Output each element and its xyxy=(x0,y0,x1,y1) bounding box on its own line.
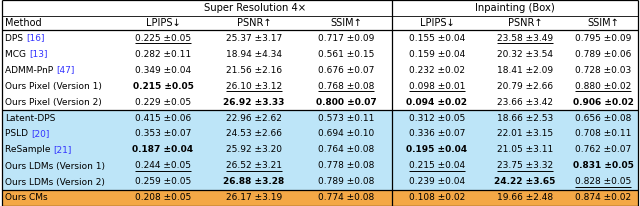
Bar xyxy=(2,190,638,206)
Text: 0.880 ±0.02: 0.880 ±0.02 xyxy=(575,82,631,90)
Text: 0.353 ±0.07: 0.353 ±0.07 xyxy=(135,130,191,138)
Text: 0.789 ±0.08: 0.789 ±0.08 xyxy=(318,178,374,186)
Text: 0.336 ±0.07: 0.336 ±0.07 xyxy=(409,130,465,138)
Text: 0.831 ±0.05: 0.831 ±0.05 xyxy=(573,162,634,171)
Text: PSNR↑: PSNR↑ xyxy=(508,18,542,28)
Text: PSNR↑: PSNR↑ xyxy=(237,18,271,28)
Text: 23.66 ±3.42: 23.66 ±3.42 xyxy=(497,97,553,107)
Text: [16]: [16] xyxy=(26,34,44,42)
Text: 0.774 ±0.08: 0.774 ±0.08 xyxy=(318,193,374,202)
Text: 0.229 ±0.05: 0.229 ±0.05 xyxy=(135,97,191,107)
Text: 0.282 ±0.11: 0.282 ±0.11 xyxy=(135,49,191,59)
Text: 18.66 ±2.53: 18.66 ±2.53 xyxy=(497,114,553,123)
Text: 0.187 ±0.04: 0.187 ±0.04 xyxy=(132,145,193,154)
Text: [20]: [20] xyxy=(31,130,49,138)
Text: SSIM↑: SSIM↑ xyxy=(330,18,362,28)
Text: Ours LDMs (Version 2): Ours LDMs (Version 2) xyxy=(5,178,105,186)
Text: 20.79 ±2.66: 20.79 ±2.66 xyxy=(497,82,553,90)
Text: Ours Pixel (Version 1): Ours Pixel (Version 1) xyxy=(5,82,102,90)
Text: Inpainting (Box): Inpainting (Box) xyxy=(475,3,555,13)
Text: 0.208 ±0.05: 0.208 ±0.05 xyxy=(135,193,191,202)
Text: 0.708 ±0.11: 0.708 ±0.11 xyxy=(575,130,631,138)
Text: 0.828 ±0.05: 0.828 ±0.05 xyxy=(575,178,631,186)
Text: 0.874 ±0.02: 0.874 ±0.02 xyxy=(575,193,631,202)
Text: 0.244 ±0.05: 0.244 ±0.05 xyxy=(135,162,191,171)
Text: 0.215 ±0.05: 0.215 ±0.05 xyxy=(132,82,193,90)
Text: Super Resolution 4×: Super Resolution 4× xyxy=(204,3,306,13)
Text: 0.312 ±0.05: 0.312 ±0.05 xyxy=(409,114,465,123)
Text: 26.10 ±3.12: 26.10 ±3.12 xyxy=(226,82,282,90)
Text: Ours LDMs (Version 1): Ours LDMs (Version 1) xyxy=(5,162,105,171)
Bar xyxy=(2,126,638,142)
Text: 19.66 ±2.48: 19.66 ±2.48 xyxy=(497,193,553,202)
Text: 21.56 ±2.16: 21.56 ±2.16 xyxy=(226,66,282,75)
Text: 0.349 ±0.04: 0.349 ±0.04 xyxy=(135,66,191,75)
Text: 0.573 ±0.11: 0.573 ±0.11 xyxy=(318,114,374,123)
Text: 24.53 ±2.66: 24.53 ±2.66 xyxy=(226,130,282,138)
Text: 0.415 ±0.06: 0.415 ±0.06 xyxy=(135,114,191,123)
Text: 26.17 ±3.19: 26.17 ±3.19 xyxy=(226,193,282,202)
Text: 23.75 ±3.32: 23.75 ±3.32 xyxy=(497,162,553,171)
Text: 0.561 ±0.15: 0.561 ±0.15 xyxy=(318,49,374,59)
Text: 0.764 ±0.08: 0.764 ±0.08 xyxy=(318,145,374,154)
Text: 0.778 ±0.08: 0.778 ±0.08 xyxy=(318,162,374,171)
Text: 26.52 ±3.21: 26.52 ±3.21 xyxy=(226,162,282,171)
Text: ADMM-PnP: ADMM-PnP xyxy=(5,66,56,75)
Text: 0.215 ±0.04: 0.215 ±0.04 xyxy=(409,162,465,171)
Text: Ours Pixel (Version 2): Ours Pixel (Version 2) xyxy=(5,97,102,107)
Text: 24.22 ±3.65: 24.22 ±3.65 xyxy=(494,178,556,186)
Text: 0.239 ±0.04: 0.239 ±0.04 xyxy=(409,178,465,186)
Text: 0.225 ±0.05: 0.225 ±0.05 xyxy=(135,34,191,42)
Text: [13]: [13] xyxy=(29,49,47,59)
Text: 18.41 ±2.09: 18.41 ±2.09 xyxy=(497,66,553,75)
Text: 0.259 ±0.05: 0.259 ±0.05 xyxy=(135,178,191,186)
Text: 0.762 ±0.07: 0.762 ±0.07 xyxy=(575,145,631,154)
Bar xyxy=(2,142,638,158)
Text: 0.108 ±0.02: 0.108 ±0.02 xyxy=(409,193,465,202)
Text: Ours CMs: Ours CMs xyxy=(5,193,47,202)
Text: 0.800 ±0.07: 0.800 ±0.07 xyxy=(316,97,376,107)
Text: 0.155 ±0.04: 0.155 ±0.04 xyxy=(409,34,465,42)
Text: 25.37 ±3.17: 25.37 ±3.17 xyxy=(226,34,282,42)
Text: MCG: MCG xyxy=(5,49,29,59)
Bar xyxy=(2,110,638,126)
Text: 23.58 ±3.49: 23.58 ±3.49 xyxy=(497,34,553,42)
Text: 22.01 ±3.15: 22.01 ±3.15 xyxy=(497,130,553,138)
Text: 20.32 ±3.54: 20.32 ±3.54 xyxy=(497,49,553,59)
Text: [47]: [47] xyxy=(56,66,74,75)
Text: 0.694 ±0.10: 0.694 ±0.10 xyxy=(318,130,374,138)
Text: Method: Method xyxy=(5,18,42,28)
Text: 25.92 ±3.20: 25.92 ±3.20 xyxy=(226,145,282,154)
Text: 0.789 ±0.06: 0.789 ±0.06 xyxy=(575,49,631,59)
Text: 0.768 ±0.08: 0.768 ±0.08 xyxy=(318,82,374,90)
Text: [21]: [21] xyxy=(53,145,72,154)
Text: PSLD: PSLD xyxy=(5,130,31,138)
Text: 0.232 ±0.02: 0.232 ±0.02 xyxy=(409,66,465,75)
Text: SSIM↑: SSIM↑ xyxy=(587,18,619,28)
Bar xyxy=(2,174,638,190)
Text: 0.728 ±0.03: 0.728 ±0.03 xyxy=(575,66,631,75)
Text: 0.676 ±0.07: 0.676 ±0.07 xyxy=(318,66,374,75)
Text: 22.96 ±2.62: 22.96 ±2.62 xyxy=(226,114,282,123)
Text: DPS: DPS xyxy=(5,34,26,42)
Text: 21.05 ±3.11: 21.05 ±3.11 xyxy=(497,145,553,154)
Bar xyxy=(2,158,638,174)
Text: 0.159 ±0.04: 0.159 ±0.04 xyxy=(409,49,465,59)
Text: 26.88 ±3.28: 26.88 ±3.28 xyxy=(223,178,285,186)
Text: 0.795 ±0.09: 0.795 ±0.09 xyxy=(575,34,631,42)
Text: 26.92 ±3.33: 26.92 ±3.33 xyxy=(223,97,285,107)
Text: LPIPS↓: LPIPS↓ xyxy=(146,18,180,28)
Text: 0.906 ±0.02: 0.906 ±0.02 xyxy=(573,97,634,107)
Text: Latent-DPS: Latent-DPS xyxy=(5,114,56,123)
Text: 0.717 ±0.09: 0.717 ±0.09 xyxy=(318,34,374,42)
Text: 0.098 ±0.01: 0.098 ±0.01 xyxy=(409,82,465,90)
Text: 18.94 ±4.34: 18.94 ±4.34 xyxy=(226,49,282,59)
Text: 0.094 ±0.02: 0.094 ±0.02 xyxy=(406,97,467,107)
Text: ReSample: ReSample xyxy=(5,145,53,154)
Text: 0.656 ±0.08: 0.656 ±0.08 xyxy=(575,114,631,123)
Text: LPIPS↓: LPIPS↓ xyxy=(420,18,454,28)
Text: 0.195 ±0.04: 0.195 ±0.04 xyxy=(406,145,468,154)
